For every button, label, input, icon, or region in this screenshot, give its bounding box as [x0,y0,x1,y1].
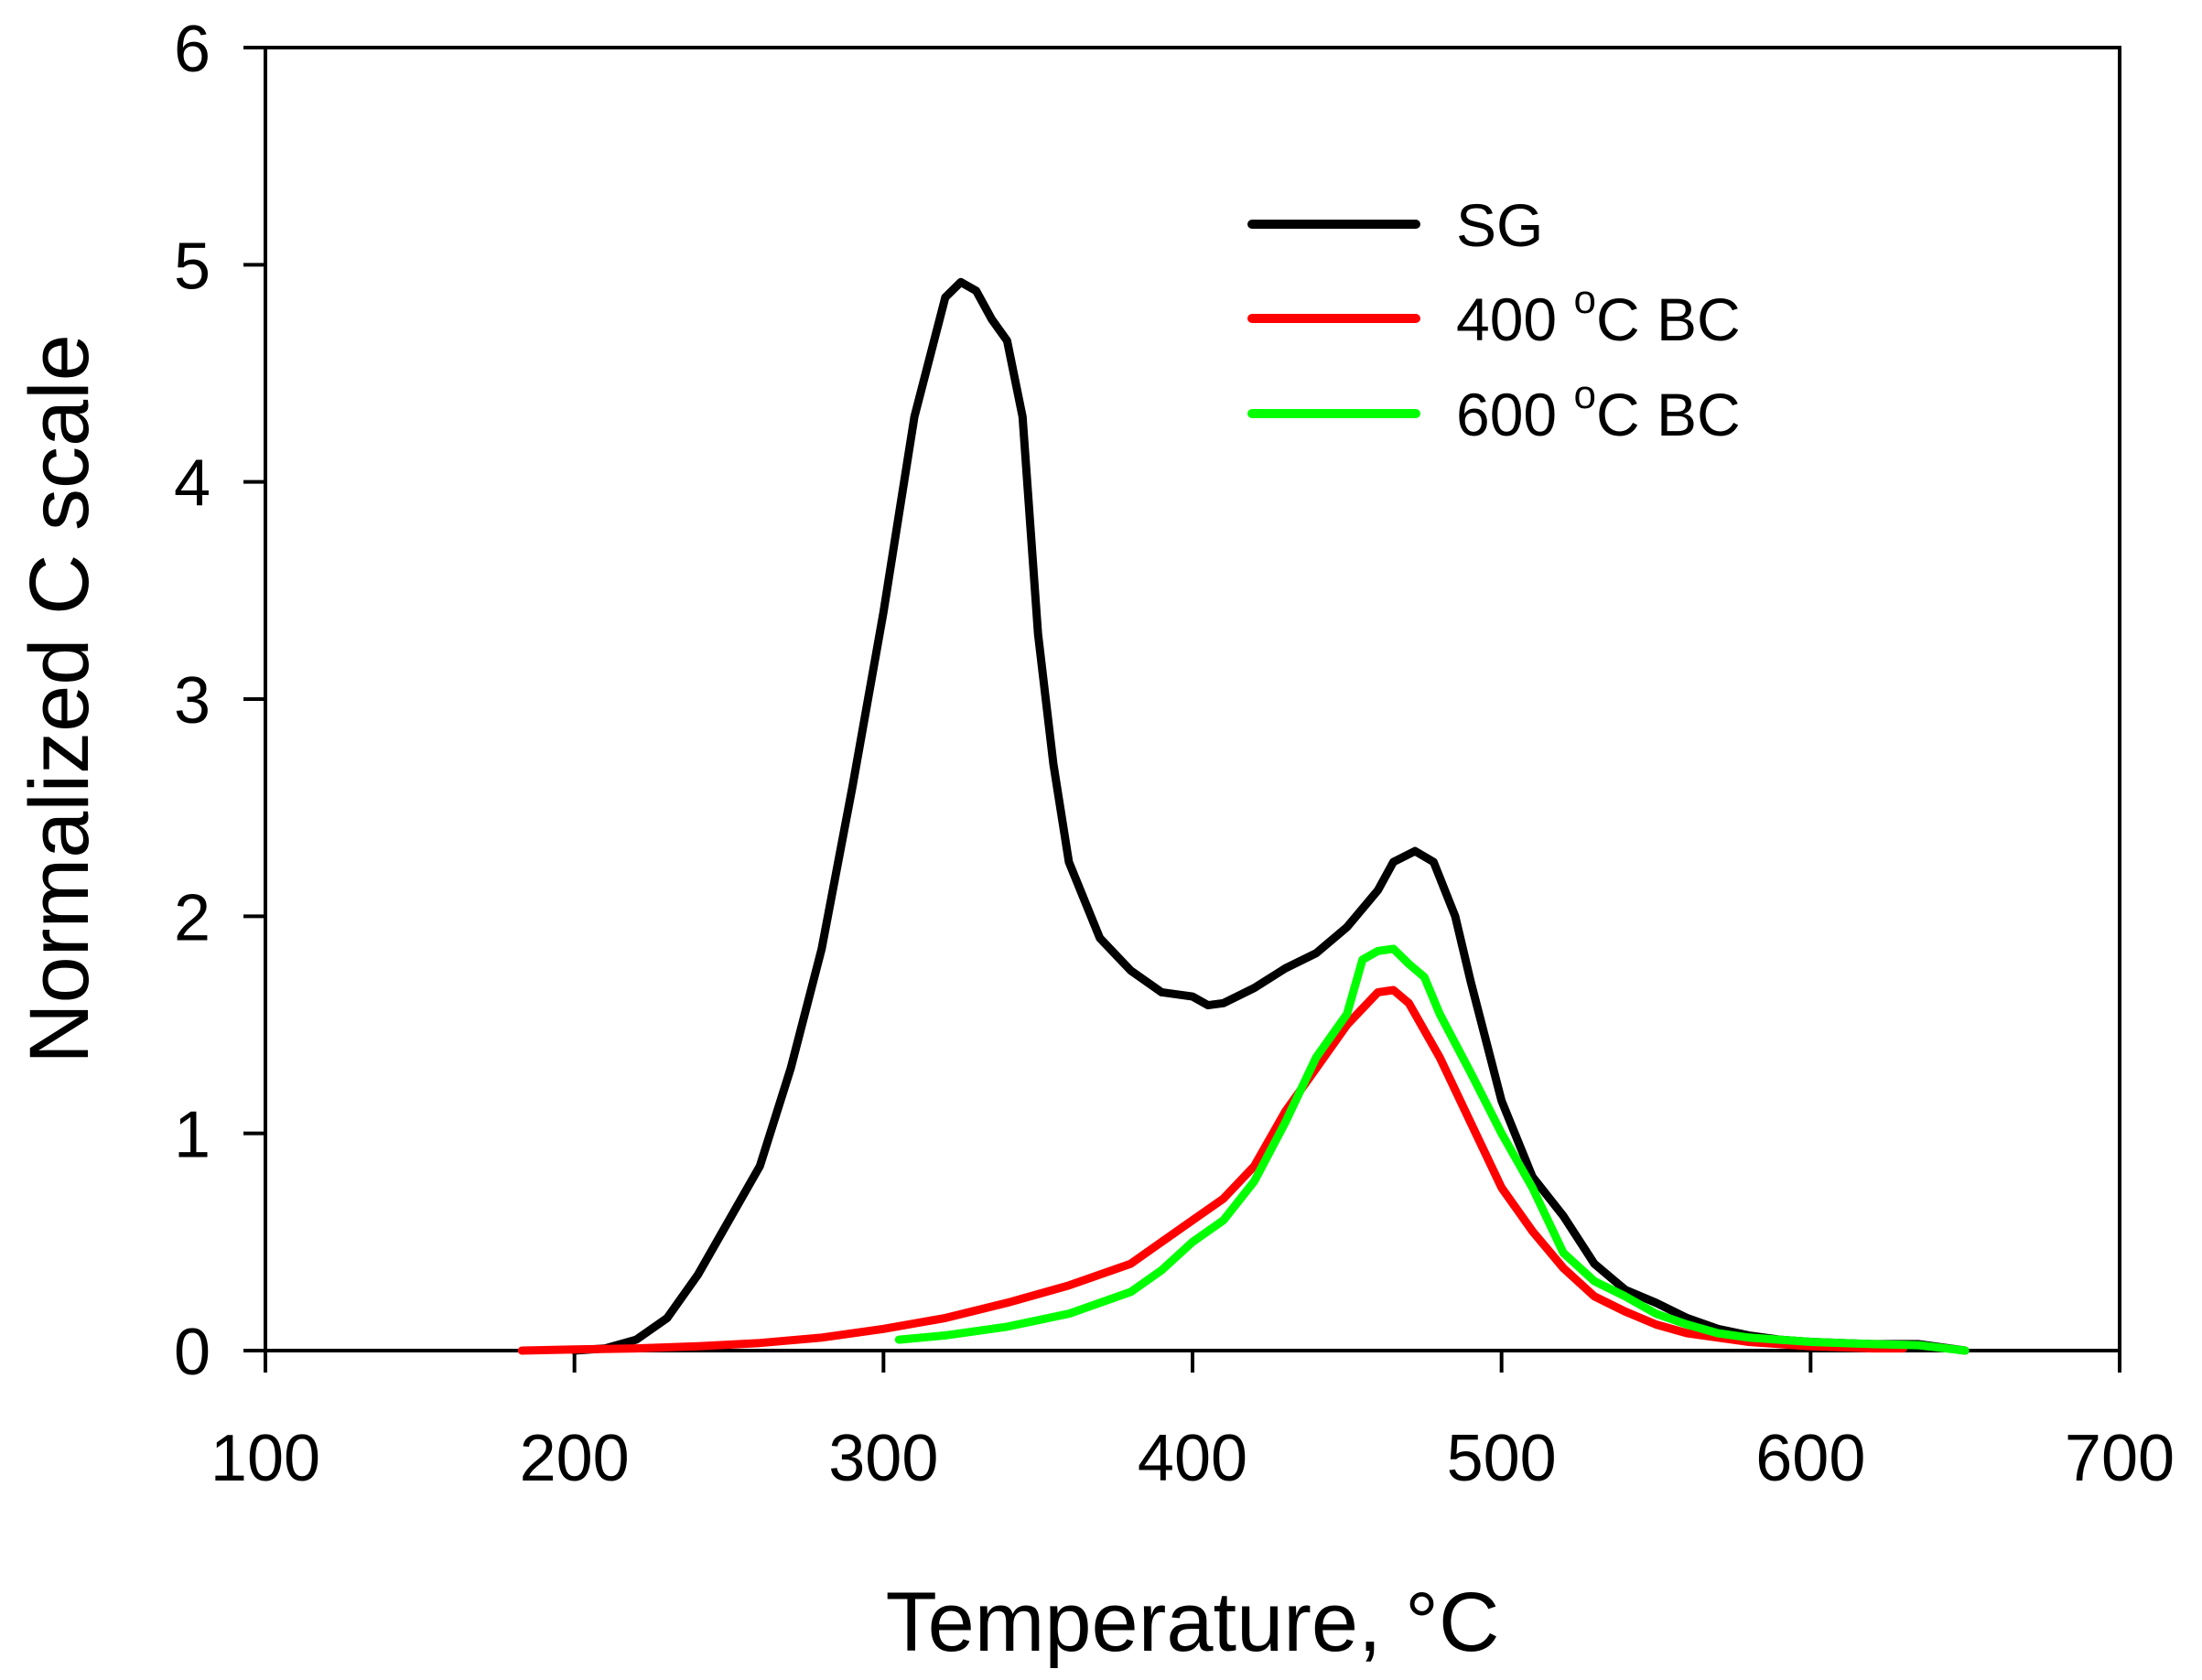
y-axis-title: Normalized C scale [13,334,106,1064]
plot-frame [264,46,2121,1352]
y-tick-label: 0 [174,1316,210,1389]
x-tick-label: 600 [1755,1422,1865,1495]
y-tick-label: 4 [174,447,210,521]
x-tick-label: 200 [520,1422,630,1495]
series-line-2 [894,944,1970,1355]
x-tick-label: 500 [1447,1422,1557,1495]
y-tick-label: 5 [174,230,210,303]
series-group [517,277,1970,1355]
legend-label: 600 oC BC [1456,372,1741,448]
y-tick-label: 1 [174,1099,210,1172]
legend-label: SG [1456,191,1543,259]
x-tick-label: 300 [828,1422,938,1495]
series-line-0 [570,277,1970,1355]
y-tick-label: 3 [174,664,210,738]
y-tick-label: 2 [174,881,210,954]
x-tick-label: 700 [2065,1422,2175,1495]
legend: SG 400 oC BC 600 oC BC [1247,191,1741,448]
x-axis: 100 200 300 400 500 600 700 [210,1351,2175,1495]
legend-label: 400 oC BC [1456,277,1741,353]
y-axis: 0 1 2 3 4 5 6 [174,13,265,1389]
y-tick-label: 6 [174,13,210,86]
x-tick-label: 400 [1138,1422,1247,1495]
series-line-1 [517,985,1908,1355]
x-axis-title: Temperature, °C [886,1576,1500,1669]
x-tick-label: 100 [210,1422,320,1495]
